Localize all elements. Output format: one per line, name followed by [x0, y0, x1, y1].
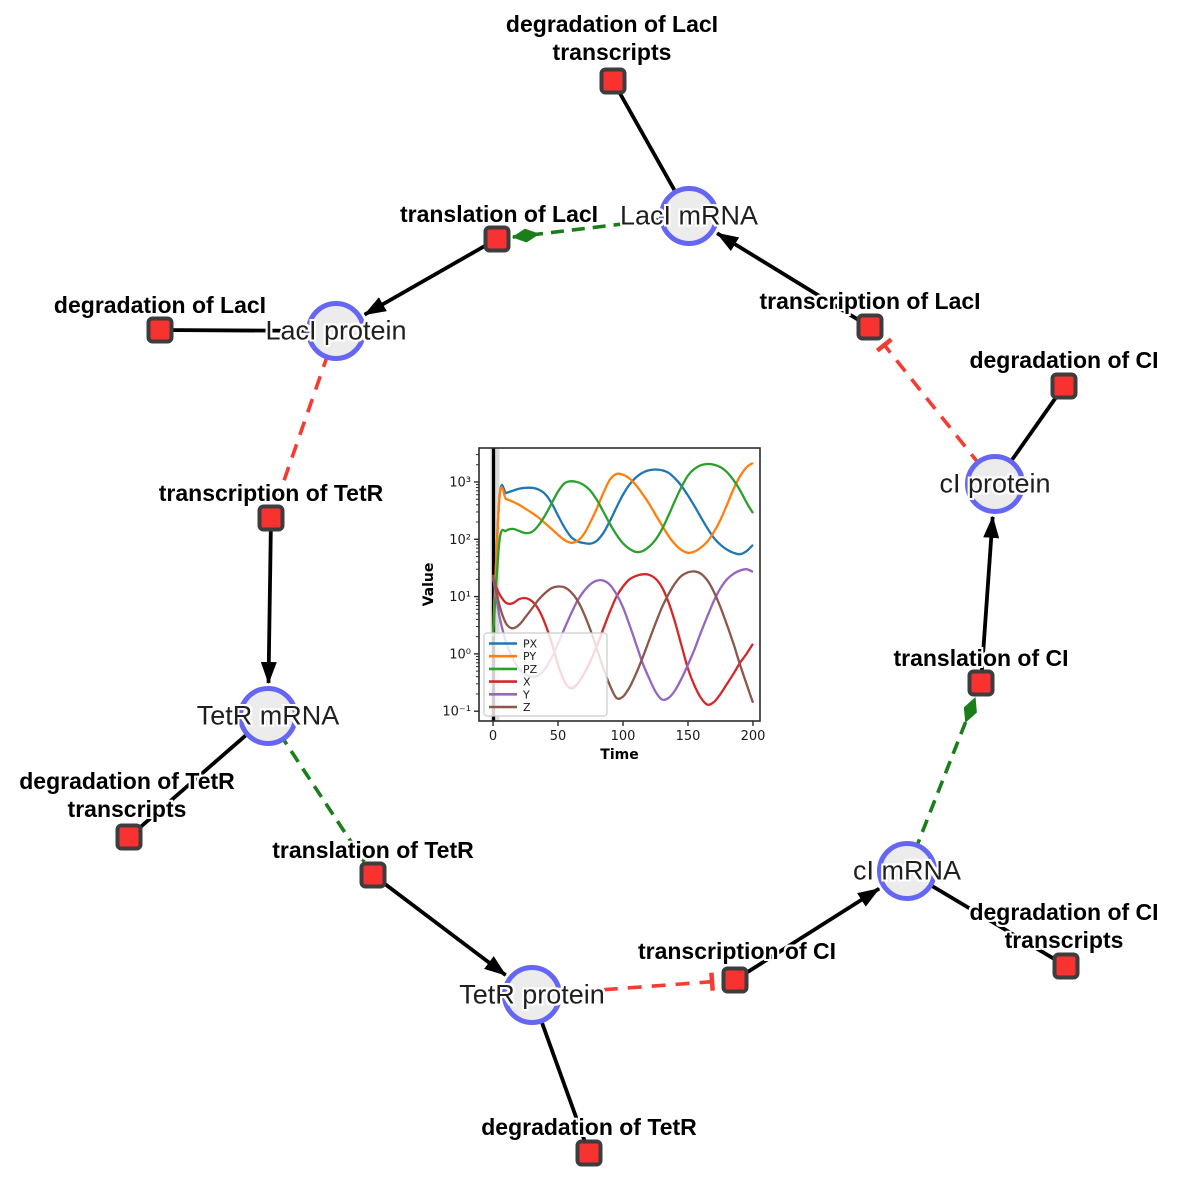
y-tick-label: 10¹: [449, 590, 471, 605]
reaction-label-line: degradation of CI: [969, 347, 1159, 373]
reaction-label-deg-tetr-tx: degradation of TetR transcripts: [19, 767, 235, 823]
reaction-label-line: transcription of LacI: [759, 288, 981, 314]
chart-svg: 0 50 100 150 20010³10²10¹10⁰10⁻¹TimeValuePXP…: [421, 447, 766, 763]
reaction-label-deg-ci: degradation of CI: [969, 346, 1158, 374]
reaction-label-line: degradation of TetR: [481, 1114, 697, 1140]
species-node-laci-protein[interactable]: [306, 301, 366, 361]
edge-inhibitor-tetr-protein-to-tc-ci: [531, 972, 715, 997]
edge-reactant-ci-mrna-to-deg-ci-tx: [906, 869, 1067, 968]
series-line-px: [491, 468, 754, 637]
y-axis-title: Value: [421, 563, 437, 607]
legend-label-px: PX: [523, 638, 538, 651]
reaction-node-deg-tetr[interactable]: [575, 1139, 603, 1167]
legend-label-z: Z: [523, 701, 531, 714]
reaction-label-line: transcripts: [552, 39, 672, 65]
series-line-x: [491, 573, 754, 706]
x-tick-label: 150: [676, 729, 701, 744]
x-tick-label: 50: [550, 729, 567, 744]
edge-product-tl-ci-to-ci-protein: [979, 515, 1000, 684]
species-node-laci-mrna[interactable]: [659, 186, 719, 246]
species-node-ci-protein[interactable]: [965, 454, 1025, 514]
reaction-label-line: translation of CI: [893, 645, 1069, 671]
species-node-tetr-protein[interactable]: [502, 965, 562, 1025]
reaction-node-tl-tetr[interactable]: [359, 861, 387, 889]
reaction-label-tl-laci: translation of LacI: [400, 200, 598, 228]
y-tick-label: 10⁻¹: [442, 705, 471, 720]
reaction-label-line: degradation of TetR: [19, 768, 235, 794]
legend-box: [483, 632, 608, 717]
reaction-label-line: transcripts: [1004, 927, 1124, 953]
edge-product-tl-laci-to-laci-protein: [363, 237, 498, 317]
x-axis-title: Time: [600, 747, 638, 763]
y-tick-label: 10³: [449, 475, 471, 490]
reaction-label-tl-ci: translation of CI: [893, 644, 1068, 672]
reaction-label-line: transcription of TetR: [158, 480, 384, 506]
edge-product-tl-tetr-to-tetr-protein: [371, 873, 507, 977]
reaction-node-deg-ci-tx[interactable]: [1052, 952, 1080, 980]
y-tick-label: 10²: [449, 533, 471, 548]
edge-product-tc-tetr-to-tetr-mrna: [260, 517, 277, 685]
reaction-label-deg-ci-tx: degradation of CI transcripts: [969, 898, 1158, 954]
reaction-label-tc-tetr: transcription of TetR: [159, 479, 383, 507]
species-label-tetr-mrna: TetR mRNA: [196, 700, 340, 731]
species-label-tetr-protein: TetR protein: [459, 979, 605, 1010]
reaction-label-deg-laci-tx: degradation of LacI transcripts: [506, 10, 718, 66]
series-line-py: [491, 461, 754, 637]
edge-product-tc-ci-to-ci-mrna: [733, 887, 881, 982]
axes-box: [478, 447, 761, 722]
series-line-z: [491, 570, 755, 704]
x-tick-label: 100: [611, 729, 636, 744]
reaction-label-line: degradation of LacI: [505, 11, 719, 37]
reaction-label-line: transcripts: [67, 796, 187, 822]
reaction-node-deg-ci[interactable]: [1050, 372, 1078, 400]
reaction-node-tl-laci[interactable]: [483, 225, 511, 253]
species-label-ci-protein: cI protein: [939, 468, 1051, 499]
reaction-node-deg-laci[interactable]: [146, 316, 174, 344]
edge-product-tc-laci-to-laci-mrna: [716, 231, 871, 329]
y-tick-label: 10⁰: [449, 647, 471, 662]
species-label-laci-protein: LacI protein: [265, 315, 407, 346]
reaction-node-tc-laci[interactable]: [856, 313, 884, 341]
legend-label-x: X: [523, 676, 531, 689]
reaction-node-tl-ci[interactable]: [967, 669, 995, 697]
x-tick-label: 0: [489, 729, 497, 744]
reaction-label-line: translation of LacI: [399, 201, 599, 227]
species-label-ci-mrna: cI mRNA: [853, 855, 961, 886]
edge-modifier-ci-mrna-to-tl-ci: [905, 696, 977, 872]
reaction-label-tc-ci: transcription of CI: [638, 937, 836, 965]
reaction-label-line: transcription of CI: [637, 938, 837, 964]
reaction-label-tl-tetr: translation of TetR: [272, 836, 473, 864]
reaction-label-line: translation of TetR: [272, 837, 474, 863]
legend-label-pz: PZ: [523, 663, 538, 676]
reaction-label-line: degradation of CI: [969, 899, 1159, 925]
legend-label-y: Y: [522, 688, 530, 701]
species-node-ci-mrna[interactable]: [877, 841, 937, 901]
reaction-label-deg-laci: degradation of LacI: [54, 291, 266, 319]
reaction-node-tc-ci[interactable]: [721, 966, 749, 994]
reaction-label-line: degradation of LacI: [53, 292, 267, 318]
species-node-tetr-mrna[interactable]: [238, 686, 298, 746]
simulation-plot: 0 50 100 150 200 10³ 10² 10¹ 10⁰ 10⁻¹ Time Value PX P…: [420, 430, 780, 770]
legend-label-py: PY: [523, 650, 536, 663]
reaction-label-deg-tetr: degradation of TetR: [481, 1113, 697, 1141]
species-label-laci-mrna: LacI mRNA: [619, 200, 759, 231]
reaction-node-deg-tetr-tx[interactable]: [115, 823, 143, 851]
reaction-node-tc-tetr[interactable]: [257, 504, 285, 532]
reaction-node-deg-laci-tx[interactable]: [599, 67, 627, 95]
x-tick-label: 200: [741, 729, 766, 744]
series-line-pz: [491, 462, 754, 637]
reaction-label-tc-laci: transcription of LacI: [759, 287, 980, 315]
